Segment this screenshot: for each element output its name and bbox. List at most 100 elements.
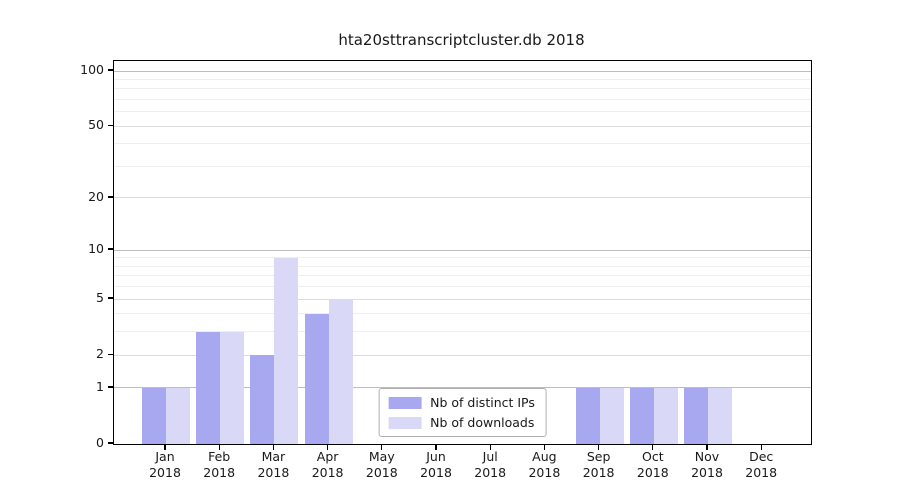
x-tick-mark [652, 444, 654, 450]
gridline-minor [114, 111, 811, 113]
legend-swatch [388, 416, 422, 429]
gridline-minor [114, 257, 811, 259]
x-tick-year: 2018 [582, 464, 615, 480]
x-tick-month: May [368, 449, 395, 464]
x-tick-month: Jul [482, 449, 498, 464]
x-tick-year: 2018 [420, 464, 452, 480]
bar-nov-ips [684, 387, 708, 444]
gridline-major [114, 387, 811, 389]
y-tick-mark [107, 297, 113, 299]
gridline-major [114, 125, 811, 127]
y-tick-label: 20 [88, 188, 104, 204]
x-tick-mark [760, 444, 762, 450]
x-tick-mark [272, 444, 275, 450]
x-tick-label: Dec 2018 [726, 449, 796, 480]
x-tick-month: Oct [641, 449, 664, 464]
gridline-minor [114, 331, 811, 333]
x-tick-mark [706, 444, 708, 450]
x-tick-label: Jun 2018 [401, 449, 471, 480]
x-tick-month: Mar [261, 449, 286, 464]
plot-area: Nb of distinct IPs Nb of downloads [113, 60, 812, 445]
gridline-major [114, 298, 811, 300]
legend-label: Nb of distinct IPs [430, 395, 535, 410]
x-tick-year: 2018 [257, 464, 290, 480]
bar-oct-ips [629, 387, 654, 444]
x-tick-month: Dec [749, 449, 774, 464]
y-tick-label: 5 [96, 290, 104, 306]
x-tick-month: Sep [586, 449, 611, 464]
bar-apr-downloads [328, 299, 353, 444]
x-tick-mark [164, 444, 166, 450]
x-tick-year: 2018 [149, 464, 181, 480]
y-tick-label: 100 [80, 62, 104, 77]
y-tick-label: 1 [96, 378, 104, 394]
gridline-minor [114, 313, 811, 315]
gridline-minor [114, 275, 811, 277]
x-tick-mark [489, 444, 491, 450]
gridline-minor [114, 98, 811, 100]
y-tick-mark [107, 69, 113, 71]
x-tick-label: Jan 2018 [130, 449, 200, 480]
bar-sep-downloads [599, 387, 624, 444]
x-tick-year: 2018 [365, 464, 398, 480]
bar-feb-downloads [220, 331, 245, 444]
x-tick-month: Jun [426, 449, 446, 464]
bar-sep-ips [575, 387, 600, 444]
gridline-major [114, 354, 811, 356]
gridline-minor [114, 143, 811, 145]
x-tick-label: Sep 2018 [564, 449, 634, 480]
x-tick-month: Jan [155, 449, 175, 464]
x-tick-label: Apr 2018 [293, 449, 363, 480]
x-tick-month: Apr [316, 449, 339, 464]
chart-title: hta20sttranscriptcluster.db 2018 [338, 31, 585, 49]
x-tick-mark [326, 444, 329, 450]
legend: Nb of distinct IPs Nb of downloads [378, 388, 547, 437]
y-tick-label: 0 [96, 435, 104, 450]
x-tick-mark [218, 444, 220, 450]
x-tick-year: 2018 [203, 464, 236, 480]
y-tick-label: 2 [96, 346, 104, 362]
x-tick-month: Aug [532, 449, 557, 464]
y-tick-label: 10 [88, 241, 104, 257]
gridline-major [114, 197, 811, 199]
x-tick-year: 2018 [474, 464, 507, 480]
x-tick-label: Aug 2018 [509, 449, 579, 480]
y-tick-label: 50 [88, 117, 104, 133]
y-tick-mark [107, 124, 113, 126]
x-tick-mark [543, 444, 546, 450]
bar-oct-downloads [653, 387, 678, 444]
y-tick-mark [107, 248, 113, 250]
x-tick-mark [381, 444, 383, 450]
x-tick-year: 2018 [636, 464, 669, 480]
x-tick-label: Mar 2018 [238, 449, 308, 480]
bar-mar-downloads [274, 257, 299, 444]
legend-entry: Nb of downloads [388, 415, 535, 430]
x-tick-mark [435, 444, 437, 450]
gridline-minor [114, 78, 811, 80]
bar-jan-ips [142, 387, 166, 444]
legend-swatch [388, 396, 422, 409]
x-tick-year: 2018 [745, 464, 778, 480]
x-tick-label: Feb 2018 [184, 449, 254, 480]
bar-mar-ips [250, 355, 275, 444]
gridline-minor [114, 88, 811, 90]
legend-entry: Nb of distinct IPs [388, 395, 535, 410]
x-tick-mark [597, 444, 600, 450]
gridline-minor [114, 165, 811, 167]
bar-apr-ips [304, 313, 329, 444]
bar-feb-ips [196, 331, 221, 444]
x-tick-label: May 2018 [347, 449, 417, 480]
y-tick-mark [107, 196, 113, 198]
x-tick-year: 2018 [528, 464, 561, 480]
x-tick-label: Jul 2018 [455, 449, 525, 480]
legend-label: Nb of downloads [430, 415, 535, 430]
y-tick-mark [107, 353, 113, 355]
x-tick-label: Oct 2018 [618, 449, 688, 480]
x-tick-month: Feb [208, 449, 231, 464]
gridline-minor [114, 286, 811, 288]
x-tick-month: Nov [694, 449, 720, 464]
gridline-major [114, 249, 811, 251]
bar-nov-downloads [708, 387, 732, 444]
x-tick-year: 2018 [691, 464, 723, 480]
